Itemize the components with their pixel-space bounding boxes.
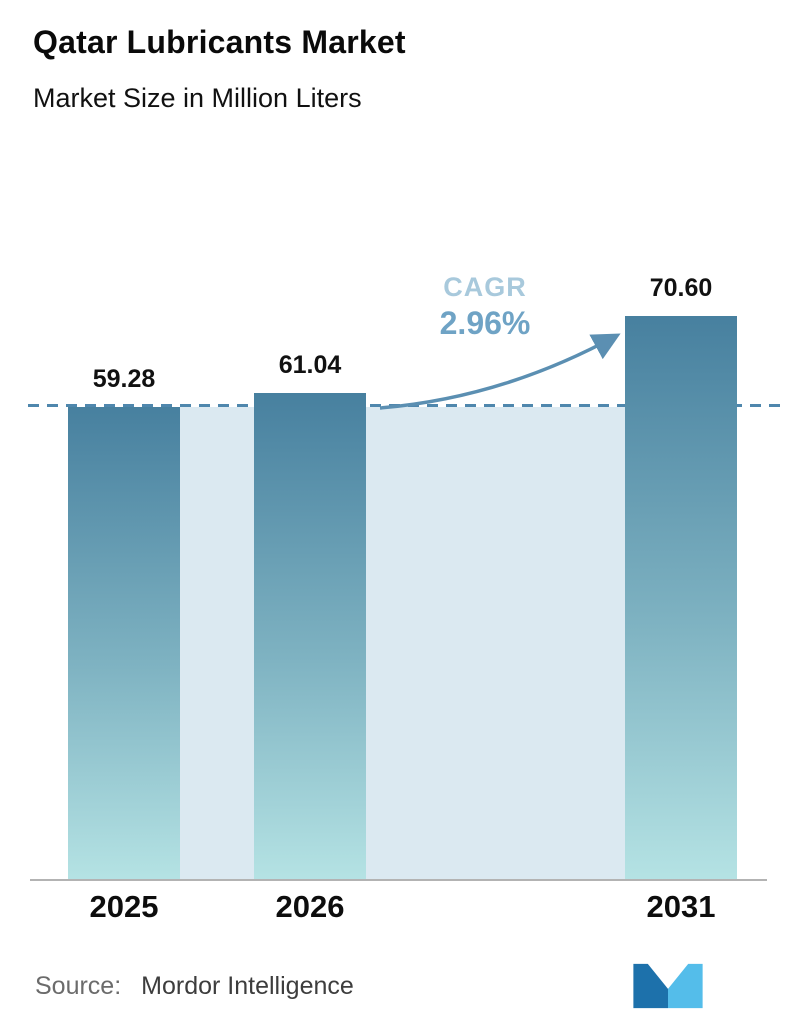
bar-2025: [68, 407, 180, 881]
cagr-label: CAGR: [443, 272, 527, 302]
growth-arrow-icon: [379, 333, 621, 410]
bar-value-label-2025: 59.28: [92, 365, 156, 393]
bar-value-label-2031: 70.60: [649, 274, 713, 302]
bar-2031: [625, 316, 737, 881]
x-axis-line: [30, 879, 767, 881]
cagr-value: 2.96%: [439, 305, 531, 341]
cagr-annotation: CAGR 2.96%: [365, 272, 605, 342]
source-row: Source: Mordor Intelligence: [35, 972, 354, 1001]
source-value: Mordor Intelligence: [141, 972, 354, 1000]
bar-group-2025: 59.28: [68, 365, 180, 881]
chart-subtitle: Market Size in Million Liters: [33, 83, 362, 113]
x-label-2025: 2025: [89, 889, 159, 924]
x-label-2026: 2026: [275, 889, 345, 924]
bar-2026: [254, 393, 366, 881]
x-label-2031: 2031: [646, 889, 716, 924]
bar-group-2031: 70.60: [625, 274, 737, 881]
chart-title: Qatar Lubricants Market: [33, 24, 406, 60]
bar-group-2026: 61.04: [254, 351, 366, 881]
mordor-intelligence-logo: [633, 963, 703, 1009]
bar-value-label-2026: 61.04: [278, 351, 342, 379]
source-label: Source:: [35, 972, 122, 1000]
